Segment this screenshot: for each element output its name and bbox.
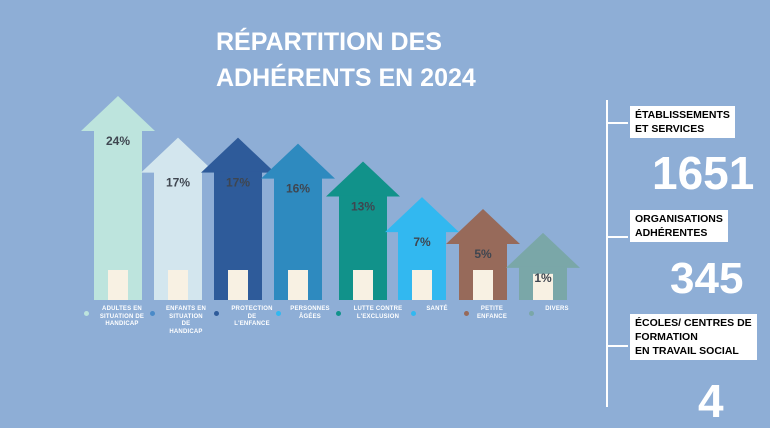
- legend-label-line: ENFANTS EN: [165, 306, 206, 312]
- legend-label-line: SITUATION: [169, 313, 203, 320]
- stat-label-line: ORGANISATIONS: [635, 213, 723, 225]
- data-label: 17%: [226, 176, 250, 190]
- legend-dot: [411, 311, 416, 316]
- legend-item: PERSONNES ÂGÉES: [282, 306, 338, 321]
- legend-label-line: HANDICAP: [169, 328, 203, 335]
- chart-title: RÉPARTITION DES ADHÉRENTS EN 2024: [216, 24, 476, 96]
- house-bar: 13%: [326, 161, 400, 300]
- house-roof: [141, 137, 215, 173]
- legend-item: LUTTE CONTRE L'EXCLUSION: [342, 306, 414, 321]
- legend-item: DIVERS: [535, 306, 579, 314]
- legend-label-line: ENFANCE: [476, 313, 508, 320]
- house-door: [412, 270, 432, 300]
- legend-dot: [336, 311, 341, 316]
- stat-label-line: FORMATION: [635, 331, 698, 343]
- data-label: 1%: [534, 271, 552, 285]
- stat-label-line: ÉCOLES/ CENTRES DE: [635, 317, 752, 329]
- house-roof: [261, 143, 335, 179]
- legend-label-line: HANDICAP: [105, 321, 139, 327]
- data-label: 5%: [474, 247, 492, 261]
- stats-tick-2: [606, 236, 628, 238]
- house-door: [473, 270, 493, 300]
- legend-label-line: PERSONNES: [290, 306, 330, 312]
- legend-item: SANTÉ: [417, 306, 457, 314]
- legend-dot: [529, 311, 534, 316]
- chart-title-line-2: ADHÉRENTS EN 2024: [216, 64, 476, 92]
- legend-item: PROTECTION DE L'ENFANCE: [220, 306, 284, 329]
- stat-label-line: ET SERVICES: [635, 123, 705, 135]
- legend-item: ENFANTS EN SITUATION DE HANDICAP: [156, 306, 216, 336]
- legend-dot: [150, 311, 155, 316]
- stat-label-line: EN TRAVAIL SOCIAL: [635, 345, 739, 357]
- house-bar-chart: 24% 17% 17% 16% 13% 7% 5% 1%: [78, 96, 584, 300]
- stat-value-etablissements: 1651: [652, 147, 755, 199]
- stat-label-etablissements: ÉTABLISSEMENTS ET SERVICES: [630, 106, 735, 138]
- legend-label-line: DE: [181, 321, 191, 327]
- house-door: [353, 270, 373, 300]
- chart-title-line-1: RÉPARTITION DES: [216, 28, 442, 56]
- data-label: 24%: [106, 134, 130, 148]
- house-bar: 5%: [446, 209, 520, 300]
- house-roof: [446, 209, 520, 245]
- house-roof: [326, 161, 400, 197]
- legend-label-line: DE: [247, 313, 257, 320]
- legend-dot: [464, 311, 469, 316]
- house-door: [533, 273, 553, 300]
- house-bar: 17%: [141, 137, 215, 300]
- legend-label-line: SANTÉ: [426, 306, 448, 312]
- legend-dot: [276, 311, 281, 316]
- house-roof: [385, 197, 459, 233]
- chart-baseline: [78, 297, 584, 300]
- stats-tick-1: [606, 122, 628, 124]
- legend-label-line: PROTECTION: [231, 306, 273, 312]
- legend-label-line: L'ENFANCE: [234, 321, 270, 327]
- data-label: 17%: [166, 176, 190, 190]
- stat-label-ecoles: ÉCOLES/ CENTRES DE FORMATION EN TRAVAIL …: [630, 314, 757, 360]
- house-door: [288, 270, 308, 300]
- legend-label-line: DIVERS: [545, 306, 569, 312]
- stats-tick-3: [606, 345, 628, 347]
- legend-dot: [84, 311, 89, 316]
- house-bar: 7%: [385, 197, 459, 300]
- stat-label-line: ÉTABLISSEMENTS: [635, 109, 730, 121]
- house-door: [108, 270, 128, 300]
- stat-value-ecoles: 4: [698, 375, 724, 427]
- house-bar: 24%: [81, 96, 155, 300]
- data-label: 7%: [413, 235, 431, 249]
- house-door: [228, 270, 248, 300]
- legend-item: PETITE ENFANCE: [470, 306, 514, 321]
- house-door: [168, 270, 188, 300]
- house-roof: [506, 232, 580, 268]
- house-roof: [81, 96, 155, 131]
- stat-label-line: ADHÉRENTES: [635, 227, 708, 239]
- data-label: 13%: [351, 199, 375, 213]
- house-bar: 16%: [261, 143, 335, 300]
- stats-divider: [606, 100, 608, 407]
- house-bar: 1%: [506, 232, 580, 300]
- legend-label-line: SITUATION DE: [99, 313, 145, 320]
- legend-label-line: ÂGÉES: [298, 313, 321, 320]
- data-label: 16%: [286, 182, 310, 196]
- legend-label-line: L'EXCLUSION: [356, 313, 400, 320]
- legend-dot: [214, 311, 219, 316]
- house-bar: 17%: [201, 137, 275, 300]
- stat-value-organisations: 345: [670, 254, 744, 303]
- legend-label-line: LUTTE CONTRE: [353, 306, 403, 312]
- legend-item: ADULTES EN SITUATION DE HANDICAP: [90, 306, 154, 329]
- house-roof: [201, 137, 275, 173]
- legend-label-line: PETITE: [480, 306, 504, 312]
- stat-label-organisations: ORGANISATIONS ADHÉRENTES: [630, 210, 728, 242]
- legend-label-line: ADULTES EN: [102, 306, 142, 312]
